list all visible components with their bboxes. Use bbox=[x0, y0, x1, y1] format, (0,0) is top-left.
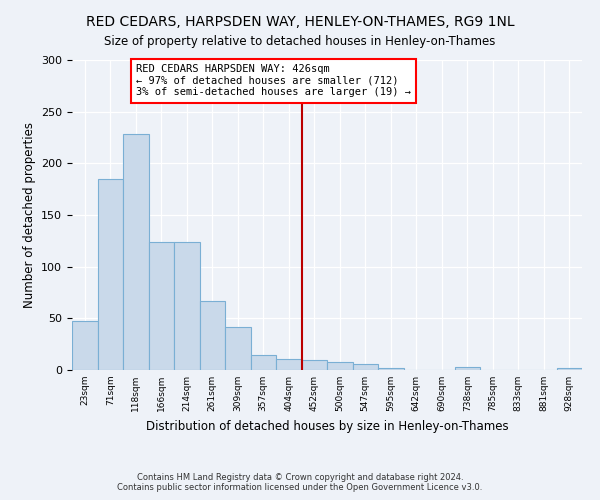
Bar bbox=[557, 368, 582, 370]
Bar bbox=[353, 364, 378, 370]
Bar bbox=[149, 242, 174, 370]
Y-axis label: Number of detached properties: Number of detached properties bbox=[23, 122, 35, 308]
Text: Contains HM Land Registry data © Crown copyright and database right 2024.
Contai: Contains HM Land Registry data © Crown c… bbox=[118, 473, 482, 492]
X-axis label: Distribution of detached houses by size in Henley-on-Thames: Distribution of detached houses by size … bbox=[146, 420, 508, 432]
Text: RED CEDARS HARPSDEN WAY: 426sqm
← 97% of detached houses are smaller (712)
3% of: RED CEDARS HARPSDEN WAY: 426sqm ← 97% of… bbox=[136, 64, 411, 98]
Bar bbox=[225, 326, 251, 370]
Bar bbox=[72, 322, 97, 370]
Bar bbox=[378, 368, 404, 370]
Bar bbox=[199, 301, 225, 370]
Text: Size of property relative to detached houses in Henley-on-Thames: Size of property relative to detached ho… bbox=[104, 35, 496, 48]
Bar bbox=[123, 134, 149, 370]
Bar bbox=[174, 242, 199, 370]
Bar bbox=[455, 367, 480, 370]
Bar bbox=[276, 358, 302, 370]
Bar bbox=[251, 354, 276, 370]
Text: RED CEDARS, HARPSDEN WAY, HENLEY-ON-THAMES, RG9 1NL: RED CEDARS, HARPSDEN WAY, HENLEY-ON-THAM… bbox=[86, 15, 514, 29]
Bar bbox=[302, 360, 327, 370]
Bar bbox=[327, 362, 353, 370]
Bar bbox=[97, 179, 123, 370]
